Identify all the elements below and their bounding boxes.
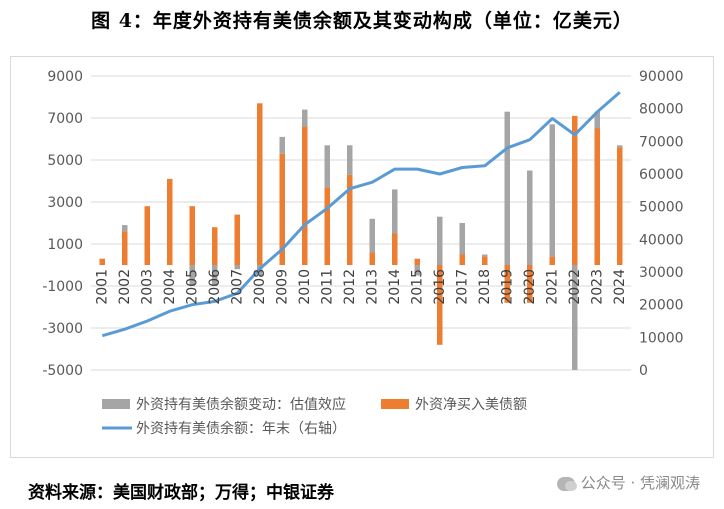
bar-net-purchase [279,153,285,265]
y-left-tick-label: 9000 [47,69,83,85]
x-tick-label: 2024 [612,269,628,305]
bar-valuation [324,145,330,188]
bar-valuation [594,111,600,129]
bar-net-purchase [99,258,105,265]
y-right-tick-label: 70000 [639,134,684,150]
bar-net-purchase [414,258,420,265]
x-tick-label: 2002 [117,269,133,305]
bar-valuation [437,216,443,265]
x-tick-label: 2001 [94,269,110,305]
bar-valuation [189,265,195,286]
bar-net-purchase [482,256,488,265]
legend-label-valuation: 外资持有美债余额变动：估值效应 [136,396,346,413]
bar-net-purchase [212,227,218,265]
bar-net-purchase [617,147,623,265]
y-right-tick-label: 10000 [639,330,684,346]
y-left-tick-label: -1000 [42,279,83,295]
bar-net-purchase [167,178,173,265]
legend-label-net-purchase: 外资净买入美债额 [415,397,527,413]
x-tick-label: 2009 [274,269,290,305]
x-tick-label: 2021 [544,269,560,305]
bar-valuation [392,189,398,234]
legend-swatch-valuation [102,399,130,409]
bar-net-purchase [437,265,443,345]
y-left-tick-label: -5000 [42,363,83,379]
bar-valuation [459,223,465,255]
y-right-tick-label: 50000 [639,200,684,216]
x-tick-label: 2015 [409,269,425,305]
x-tick-label: 2003 [139,269,155,305]
y-right-tick-label: 40000 [639,232,684,248]
x-tick-label: 2013 [364,269,380,305]
y-right-tick-label: 90000 [639,69,684,85]
bar-valuation [234,265,240,270]
figure-title: 图 4：年度外资持有美债余额及其变动构成（单位：亿美元） [91,10,633,32]
x-tick-label: 2004 [162,269,178,305]
x-tick-label: 2008 [252,269,268,305]
bar-valuation [527,170,533,265]
x-tick-label: 2023 [589,269,605,305]
y-right-tick-label: 0 [639,363,648,379]
bar-valuation [414,265,420,276]
y-right-tick-label: 60000 [639,167,684,183]
bar-net-purchase [504,265,510,303]
bar-net-purchase [144,206,150,265]
bar-valuation [617,145,623,148]
y-left-tick-label: 3000 [47,195,83,211]
bar-valuation [279,136,285,154]
y-left-tick-label: 7000 [47,111,83,127]
watermark: 公众号 · 凭澜观涛 [556,472,700,493]
y-left-tick-label: 5000 [47,153,83,169]
legend-swatch-net-purchase [381,399,409,409]
bar-net-purchase [459,254,465,265]
bar-valuation [302,109,308,127]
bar-valuation [122,225,128,232]
line-holdings [101,91,621,338]
x-tick-label: 2018 [477,269,493,305]
y-right-tick-label: 20000 [639,298,684,314]
bar-net-purchase [189,206,195,265]
x-tick-label: 2007 [229,269,245,305]
bar-net-purchase [347,174,353,265]
x-tick-label: 2010 [297,269,313,305]
bar-net-purchase [392,233,398,265]
x-tick-label: 2016 [432,269,448,305]
bar-valuation [482,254,488,257]
y-right-tick-label: 80000 [639,102,684,118]
x-tick-label: 2020 [522,269,538,305]
x-tick-label: 2012 [342,269,358,305]
bar-net-purchase [234,214,240,265]
bar-valuation [504,111,510,265]
y-left-tick-label: -3000 [42,321,83,337]
x-tick-label: 2022 [567,269,583,305]
x-tick-label: 2006 [207,269,223,305]
bar-net-purchase [594,128,600,265]
legend-label-holdings: 外资持有美债余额：年末（右轴） [136,420,346,437]
x-tick-label: 2005 [184,269,200,305]
bar-net-purchase [549,256,555,265]
bar-net-purchase [122,231,128,265]
bar-valuation [572,265,578,370]
bar-net-purchase [257,103,263,265]
chart-frame: 9000 7000 5000 3000 1000 -1000 -3000 -5000 90000… [10,56,714,458]
x-tick-label: 2017 [454,269,470,305]
chart-svg: 9000 7000 5000 3000 1000 -1000 -3000 -5000 90000… [42,69,684,437]
x-tick-label: 2019 [499,269,515,305]
bar-valuation [369,218,375,253]
bar-net-purchase [369,252,375,265]
bar-net-purchase [302,126,308,266]
bar-net-purchase [572,115,578,266]
x-tick-label: 2014 [387,269,403,305]
watermark-text: 公众号 · 凭澜观涛 [580,474,700,492]
y-right-tick-label: 30000 [639,265,684,281]
bar-valuation [212,265,218,286]
bar-net-purchase [324,187,330,265]
wechat-icon [556,476,577,491]
bar-valuation [549,124,555,257]
bar-net-purchase [527,265,533,303]
bar-valuation [347,145,353,175]
source-note: 资料来源：美国财政部；万得；中银证券 [28,483,334,503]
y-left-tick-label: 1000 [47,237,83,253]
x-tick-label: 2011 [319,269,335,305]
